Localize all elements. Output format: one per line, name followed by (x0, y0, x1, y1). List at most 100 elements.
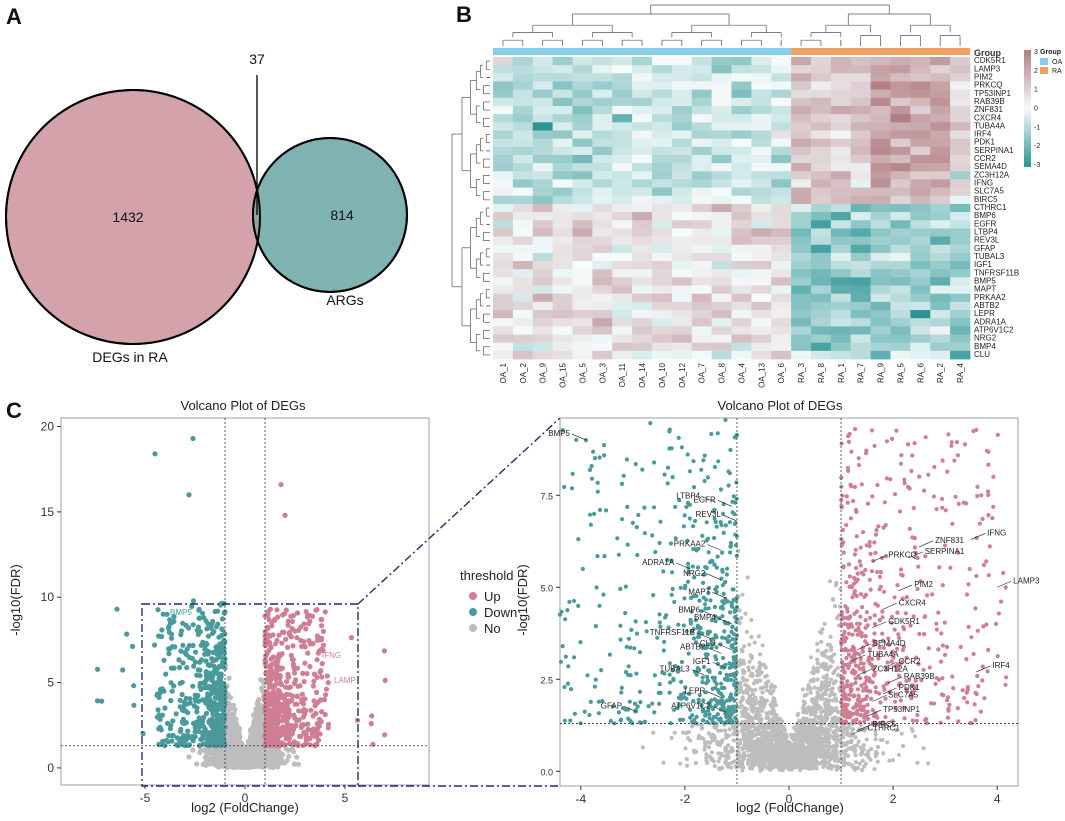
heatmap-cell (751, 301, 772, 311)
heatmap-cell (493, 97, 514, 107)
heatmap-cell (731, 73, 752, 82)
heatmap-legend-oa-swatch (1040, 58, 1048, 65)
heatmap-cell (791, 252, 812, 262)
heatmap-cell (890, 326, 911, 335)
heatmap-cell (671, 171, 693, 180)
heatmap-cell (592, 81, 613, 91)
heatmap-cell (910, 179, 931, 188)
heatmap-cell (751, 138, 772, 148)
heatmap-cell (731, 81, 752, 91)
heatmap-cell (950, 97, 971, 107)
heatmap-cell (711, 122, 732, 131)
heatmap-cell (493, 130, 514, 140)
heatmap-cell (552, 318, 573, 327)
heatmap-cell (691, 122, 713, 131)
volcano-point-up (265, 715, 271, 721)
heatmap-cell (830, 269, 852, 278)
heatmap-cell (930, 269, 951, 278)
heatmap-cell (592, 65, 613, 74)
heatmap-cell (731, 318, 752, 327)
heatmap-cell (592, 334, 613, 344)
heatmap-cell (671, 187, 693, 197)
heatmap-cell (493, 236, 514, 246)
volcano-point-no (294, 754, 300, 760)
heatmap-cell (652, 244, 673, 254)
heatmap-cell (552, 122, 573, 131)
heatmap-cell (950, 220, 971, 229)
volcano-point-down (209, 737, 215, 743)
heatmap-row-label: MAPT (974, 285, 996, 294)
heatmap-cell (512, 163, 534, 172)
heatmap-cell (572, 236, 593, 246)
heatmap-legend-title: Group (1040, 49, 1061, 56)
heatmap-cell (612, 81, 633, 91)
heatmap-cell (632, 212, 653, 221)
heatmap-cell (612, 236, 633, 246)
heatmap-cell (711, 252, 732, 262)
heatmap-cell (830, 163, 852, 172)
heatmap-cell (771, 122, 792, 131)
volcano-point-down (221, 691, 227, 697)
heatmap-cell (652, 277, 673, 286)
heatmap-row-label: CXCR4 (974, 113, 1002, 122)
volcano-point-up (313, 710, 319, 717)
heatmap-cell (731, 228, 752, 237)
heatmap-cell (751, 179, 772, 188)
heatmap-cell (532, 277, 554, 286)
heatmap-cell (512, 195, 534, 205)
heatmap-cell (950, 236, 971, 246)
heatmap-cell (811, 203, 832, 213)
heatmap-cell (771, 277, 792, 286)
volcano-point-down (163, 671, 169, 677)
heatmap-cell (771, 269, 792, 278)
heatmap-cell (830, 195, 852, 205)
heatmap-cell (493, 334, 514, 344)
heatmap-cell (751, 187, 772, 197)
heatmap-cell (592, 342, 613, 352)
volcano-point-up (286, 631, 292, 637)
volcano-point-no (285, 747, 291, 754)
heatmap-cell (493, 187, 514, 197)
heatmap-cell (592, 326, 613, 335)
volcano-point-up (290, 661, 296, 667)
heatmap-cell (652, 97, 673, 107)
heatmap-legend-ra: RA (1052, 68, 1062, 75)
volcano-point-down (183, 737, 189, 743)
heatmap-cell (691, 236, 713, 246)
volcano-point-up (282, 611, 288, 617)
heatmap-cell (771, 285, 792, 295)
heatmap-cell (652, 154, 673, 164)
heatmap-cell (572, 138, 593, 148)
volcano-point-down (156, 712, 162, 718)
heatmap-cell (731, 138, 752, 148)
heatmap-cell (811, 342, 832, 352)
heatmap-cell (512, 350, 534, 360)
heatmap-cell (910, 236, 931, 246)
heatmap-cell (811, 318, 832, 327)
heatmap-cell (572, 195, 593, 205)
volcano-point-up (298, 724, 304, 731)
heatmap-cell (830, 310, 852, 319)
heatmap-cell (890, 187, 911, 197)
heatmap-cell (830, 293, 852, 303)
heatmap-cell (830, 171, 852, 180)
heatmap-cell (771, 228, 792, 237)
heatmap-column-label: OA_11 (618, 362, 627, 387)
volcano-point-down (202, 646, 208, 652)
heatmap-cell (711, 146, 732, 156)
heatmap-cell (830, 122, 852, 131)
volcano-point-up (292, 670, 298, 676)
heatmap-cell (592, 203, 613, 213)
volcano-right-title: Volcano Plot of DEGs (717, 398, 843, 413)
volcano-point-up (262, 637, 269, 643)
heatmap-cell (512, 65, 534, 74)
heatmap-row-label: PIM2 (974, 72, 993, 81)
heatmap-cell (652, 228, 673, 237)
heatmap-cell (950, 318, 971, 327)
heatmap-cell (572, 105, 593, 115)
heatmap-cell (652, 89, 673, 99)
volcano-point-up (310, 683, 316, 689)
heatmap-cell (493, 220, 514, 229)
volcano-point-up (319, 674, 325, 680)
heatmap-cell (532, 326, 554, 335)
